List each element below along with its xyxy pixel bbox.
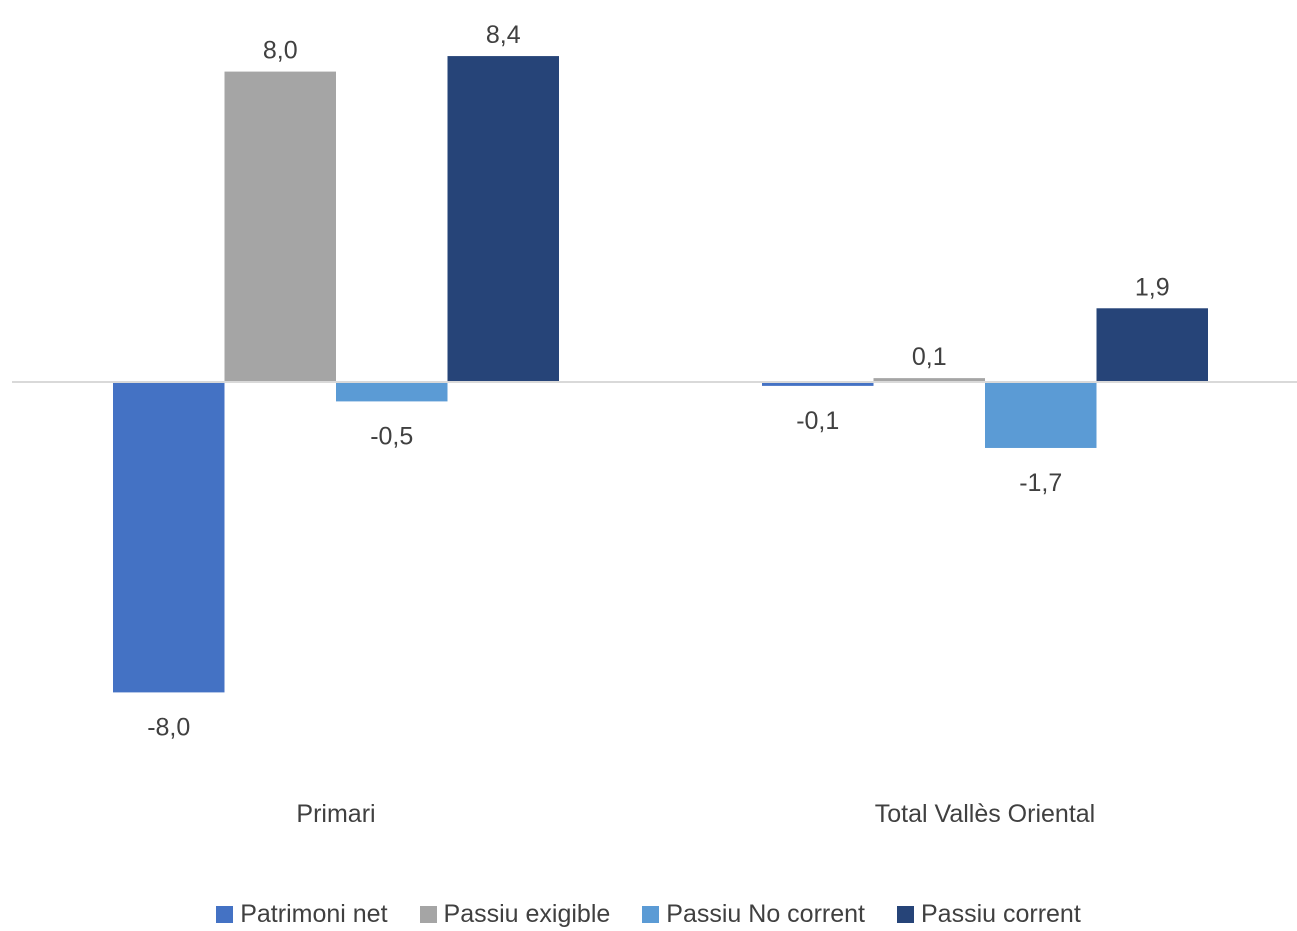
- data-label-passiu-no-corrent-total-valles-oriental: -1,7: [1019, 469, 1062, 497]
- bar-patrimoni-net-primari: [113, 382, 225, 693]
- legend-item-passiu-exigible: Passiu exigible: [419, 900, 611, 929]
- bar-passiu-corrent-primari: [447, 56, 559, 383]
- legend-swatch-patrimoni-net: [216, 906, 234, 923]
- data-labels-group: -8,0 8,0 -0,5 8,4 -0,1 0,1 -1,7 1,9: [147, 21, 1169, 741]
- data-label-passiu-corrent-primari: 8,4: [486, 21, 521, 49]
- legend-label-passiu-no-corrent: Passiu No corrent: [666, 900, 865, 928]
- bar-passiu-no-corrent-total-valles-oriental: [985, 382, 1097, 448]
- legend-swatch-passiu-exigible: [419, 906, 437, 923]
- bar-passiu-corrent-total-valles-oriental: [1096, 308, 1208, 382]
- category-labels-group: Primari Total Vallès Oriental: [296, 800, 1095, 828]
- bars-group: [113, 56, 1208, 693]
- legend: Patrimoni net Passiu exigible Passiu No co…: [0, 898, 1297, 931]
- legend-label-passiu-exigible: Passiu exigible: [443, 900, 611, 928]
- bar-passiu-exigible-total-valles-oriental: [873, 378, 985, 382]
- legend-swatch-passiu-corrent: [896, 906, 914, 923]
- legend-item-passiu-no-corrent: Passiu No corrent: [642, 900, 865, 929]
- legend-swatch-passiu-no-corrent: [642, 906, 660, 923]
- bar-passiu-no-corrent-primari: [336, 382, 448, 402]
- bar-chart: -8,0 8,0 -0,5 8,4 -0,1 0,1 -1,7 1,9 Primari Tota…: [12, 21, 1297, 828]
- data-label-passiu-exigible-primari: 8,0: [263, 37, 298, 65]
- legend-item-patrimoni-net: Patrimoni net: [216, 900, 388, 929]
- category-label-primari: Primari: [296, 800, 375, 828]
- bar-passiu-exigible-primari: [224, 71, 336, 382]
- data-label-passiu-no-corrent-primari: -0,5: [370, 422, 413, 450]
- legend-label-passiu-corrent: Passiu corrent: [920, 900, 1081, 928]
- category-label-total-valles-oriental: Total Vallès Oriental: [875, 800, 1095, 828]
- legend-label-patrimoni-net: Patrimoni net: [240, 900, 388, 928]
- legend-item-passiu-corrent: Passiu corrent: [896, 900, 1081, 929]
- data-label-patrimoni-net-total-valles-oriental: -0,1: [796, 407, 839, 435]
- bar-patrimoni-net-total-valles-oriental: [762, 382, 874, 386]
- data-label-passiu-exigible-total-valles-oriental: 0,1: [912, 343, 947, 371]
- data-label-patrimoni-net-primari: -8,0: [147, 713, 190, 741]
- data-label-passiu-corrent-total-valles-oriental: 1,9: [1135, 273, 1170, 301]
